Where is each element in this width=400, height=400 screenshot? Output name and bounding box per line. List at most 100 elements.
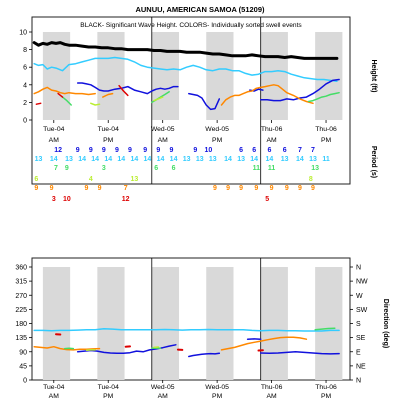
y-tick-label: 2	[23, 100, 27, 107]
compass-label: E	[356, 349, 361, 356]
y-tick-label: 0	[23, 378, 27, 385]
x-tick-ampm-label: PM	[103, 393, 114, 400]
period-value: 7	[54, 165, 58, 172]
period-value: 13	[209, 156, 217, 163]
x-tick-day-label: Wed-05	[151, 384, 175, 391]
x-tick-day-label: Thu-06	[315, 384, 337, 391]
period-value: 14	[250, 156, 258, 163]
y-tick-label: 135	[15, 335, 27, 342]
x-tick-day-label: Thu-06	[315, 126, 337, 133]
period-value: 6	[283, 147, 287, 154]
night-band	[260, 32, 288, 120]
period-value: 6	[267, 147, 271, 154]
period-value: 11	[322, 156, 330, 163]
height-series-line	[220, 84, 314, 106]
night-band	[151, 267, 180, 380]
period-value: 14	[224, 156, 232, 163]
height-series-line	[188, 92, 221, 111]
y-tick-label: 0	[23, 118, 27, 125]
compass-label: SW	[356, 307, 368, 314]
height-series-line	[153, 96, 164, 102]
period-value: 13	[35, 156, 43, 163]
night-band	[151, 32, 180, 120]
period-value: 14	[117, 156, 125, 163]
height-series-line	[32, 41, 339, 60]
x-tick-ampm-label: PM	[321, 137, 332, 144]
x-tick-ampm-label: AM	[158, 137, 169, 144]
x-tick-day-label: Tue-04	[98, 384, 120, 391]
night-band	[206, 32, 234, 120]
period-value: 6	[252, 147, 256, 154]
period-value: 14	[104, 156, 112, 163]
period-value: 9	[102, 147, 106, 154]
compass-label: SE	[356, 335, 366, 342]
period-value: 14	[266, 156, 274, 163]
period-value: 4	[89, 176, 93, 183]
y-tick-label: 8	[23, 47, 27, 54]
x-tick-ampm-label: AM	[266, 393, 277, 400]
period-value: 13	[130, 176, 138, 183]
night-band	[42, 267, 71, 380]
x-tick-day-label: Tue-04	[98, 126, 120, 133]
compass-label: NW	[356, 279, 368, 286]
period-value: 13	[311, 165, 319, 172]
period-value: 6	[172, 165, 176, 172]
night-band	[206, 267, 234, 380]
y-tick-label: 360	[15, 265, 27, 272]
y-tick-label: 4	[23, 82, 27, 89]
period-value: 3	[102, 165, 106, 172]
period-value: 9	[76, 147, 80, 154]
x-tick-ampm-label: AM	[49, 393, 60, 400]
x-tick-day-label: Tue-04	[43, 384, 65, 391]
period-value: 9	[98, 185, 102, 192]
period-value: 9	[50, 185, 54, 192]
direction-axis-label: Direction (deg)	[382, 299, 389, 348]
period-value: 11	[268, 165, 276, 172]
height-series-line	[259, 78, 340, 102]
period-value: 6	[34, 176, 38, 183]
height-series-line	[61, 96, 72, 106]
period-value: 9	[193, 147, 197, 154]
period-value: 9	[298, 185, 302, 192]
period-value: 14	[50, 156, 58, 163]
period-value: 9	[226, 185, 230, 192]
period-value: 9	[270, 185, 274, 192]
period-value: 13	[237, 156, 245, 163]
y-tick-label: 10	[19, 30, 27, 37]
x-tick-ampm-label: PM	[212, 393, 223, 400]
period-value: 9	[34, 185, 38, 192]
x-tick-ampm-label: AM	[49, 137, 60, 144]
height-series-line	[57, 92, 64, 98]
bottom-panel-frame	[31, 257, 351, 381]
period-value: 13	[309, 156, 317, 163]
night-band	[97, 267, 125, 380]
direction-series-line	[259, 351, 340, 355]
period-value: 14	[170, 156, 178, 163]
period-axis-label: Period (s)	[370, 146, 377, 178]
y-tick-label: 315	[15, 279, 27, 286]
station-title: AUNUU, AMERICAN SAMOA (51209)	[135, 5, 265, 14]
x-tick-day-label: Tue-04	[43, 126, 65, 133]
y-tick-label: 180	[15, 321, 27, 328]
compass-label: N	[356, 265, 361, 272]
height-series-line	[118, 84, 129, 97]
x-tick-ampm-label: AM	[158, 393, 169, 400]
period-value: 6	[239, 147, 243, 154]
x-tick-ampm-label: PM	[321, 393, 332, 400]
height-series-line	[33, 56, 338, 83]
compass-label: S	[356, 321, 361, 328]
period-value: 14	[144, 156, 152, 163]
period-value: 9	[115, 147, 119, 154]
period-value: 9	[285, 185, 289, 192]
height-series-line	[76, 82, 179, 95]
wave-height-panel: BLACK- Significant Wave Height. COLORS- …	[19, 16, 377, 203]
compass-label: N	[356, 378, 361, 385]
period-value: 9	[239, 185, 243, 192]
night-band	[260, 267, 288, 380]
period-value: 14	[130, 156, 138, 163]
swell-direction-panel: 0 N 45 NE 90 E 135 SE 180 S 225 SW 270 W 315 NW 360 N Tue-…	[15, 257, 389, 400]
y-tick-label: 90	[19, 349, 27, 356]
night-band	[42, 32, 71, 120]
height-chart-subtitle: BLACK- Significant Wave Height. COLORS- …	[80, 22, 302, 29]
